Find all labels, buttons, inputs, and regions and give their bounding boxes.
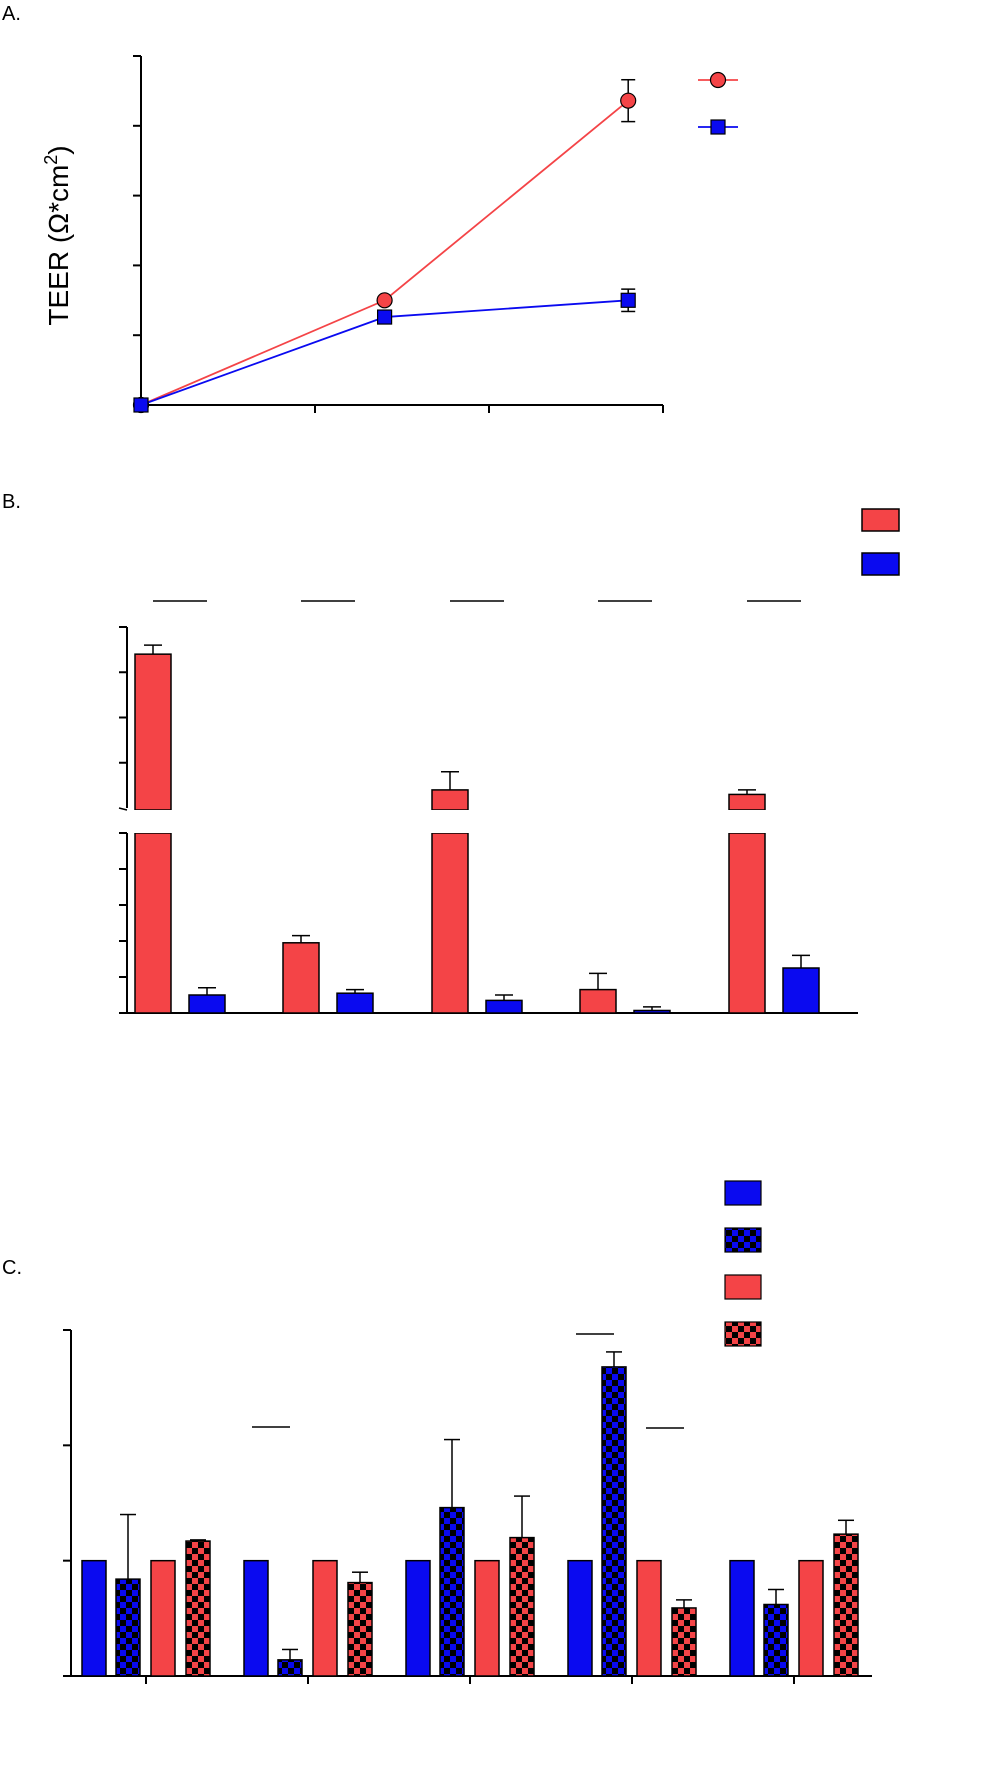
bar-iAEC2-AQP5 [567, 1559, 593, 1677]
bar-pAEC2-SFTPD [474, 1559, 500, 1677]
data-point [620, 92, 637, 109]
bar-iAEC2-SFTPD [405, 1559, 431, 1677]
legend-swatch [724, 1180, 762, 1206]
legend-swatch [724, 1274, 762, 1300]
bar-iAEC2-CHIR-SFTPC [277, 1659, 303, 1677]
bar-iAEC2-CHIR-AQP5 [601, 1366, 627, 1677]
bar-iAEC2-CHIR-SFTPD [439, 1506, 465, 1677]
legend-marker [710, 119, 726, 135]
bar-pAEC2-SFTPB-lower [134, 832, 172, 1014]
legend-swatch [861, 552, 900, 576]
bar-pAEC2-CHIR-SFTPC [347, 1581, 373, 1677]
bar-pAEC2-PDPN-lower [728, 832, 766, 1014]
bar-pAEC2-PDPN [798, 1559, 824, 1677]
axis-break-mark [118, 807, 128, 811]
bar-pAEC2-SFTPB-upper [134, 653, 172, 811]
data-point [133, 397, 149, 413]
y-axis-title-text: TEER (Ω*cm [43, 165, 74, 326]
bar-pAEC2-SFTPD-upper [431, 789, 469, 811]
bar-iAEC2-CHIR-PDPN [763, 1603, 789, 1677]
chart-a: TEER (Ω*cm2) [41, 55, 738, 414]
series-line-pAEC2 [140, 99, 629, 406]
chart-b [118, 508, 900, 1014]
bar-pAEC2-SFTPD-lower [431, 832, 469, 1014]
bar-pAEC2-CHIR-PDPN [833, 1533, 859, 1677]
axis-break-gap [727, 810, 767, 833]
bar-iAEC2-PDPN [782, 967, 820, 1014]
data-point [376, 292, 393, 309]
y-axis-title: TEER (Ω*cm2) [41, 145, 74, 325]
y-axis-title-close: ) [43, 145, 74, 154]
bar-iAEC2-SFTPB [188, 994, 226, 1014]
chart-c [63, 1180, 872, 1684]
bar-pAEC2-SFTPC [312, 1559, 338, 1677]
bar-pAEC2-AQP5 [636, 1559, 662, 1677]
panel-c-label: C. [2, 1257, 22, 1279]
bar-iAEC2-SFTPC [336, 992, 374, 1014]
panel-a-label: A. [2, 3, 21, 25]
bar-iAEC2-AQP5 [633, 1009, 671, 1014]
legend-swatch [861, 508, 900, 532]
bar-iAEC2-SFTPD [485, 999, 523, 1014]
axis-break-gap [430, 810, 470, 833]
panel-b-label: B. [2, 491, 21, 513]
legend-swatch [724, 1321, 762, 1347]
bar-iAEC2-SFTPC [243, 1559, 269, 1677]
bar-iAEC2-SFTPB [81, 1559, 107, 1677]
legend-swatch [724, 1227, 762, 1253]
data-point [620, 292, 636, 308]
axis-break-gap [133, 810, 173, 833]
bar-pAEC2-SFTPC [282, 942, 320, 1014]
bar-iAEC2-PDPN [729, 1559, 755, 1677]
bar-pAEC2-CHIR-SFTPD [509, 1536, 535, 1677]
bar-pAEC2-CHIR-AQP5 [671, 1607, 697, 1677]
bar-iAEC2-CHIR-SFTPB [115, 1578, 141, 1677]
bar-pAEC2-AQP5 [579, 988, 617, 1014]
bar-pAEC2-SFTPB [150, 1559, 176, 1677]
data-point [377, 309, 393, 325]
bar-pAEC2-CHIR-SFTPB [185, 1540, 211, 1677]
y-axis-title-superscript: 2 [41, 155, 61, 165]
bar-pAEC2-PDPN-upper [728, 793, 766, 811]
legend-marker [709, 71, 727, 89]
